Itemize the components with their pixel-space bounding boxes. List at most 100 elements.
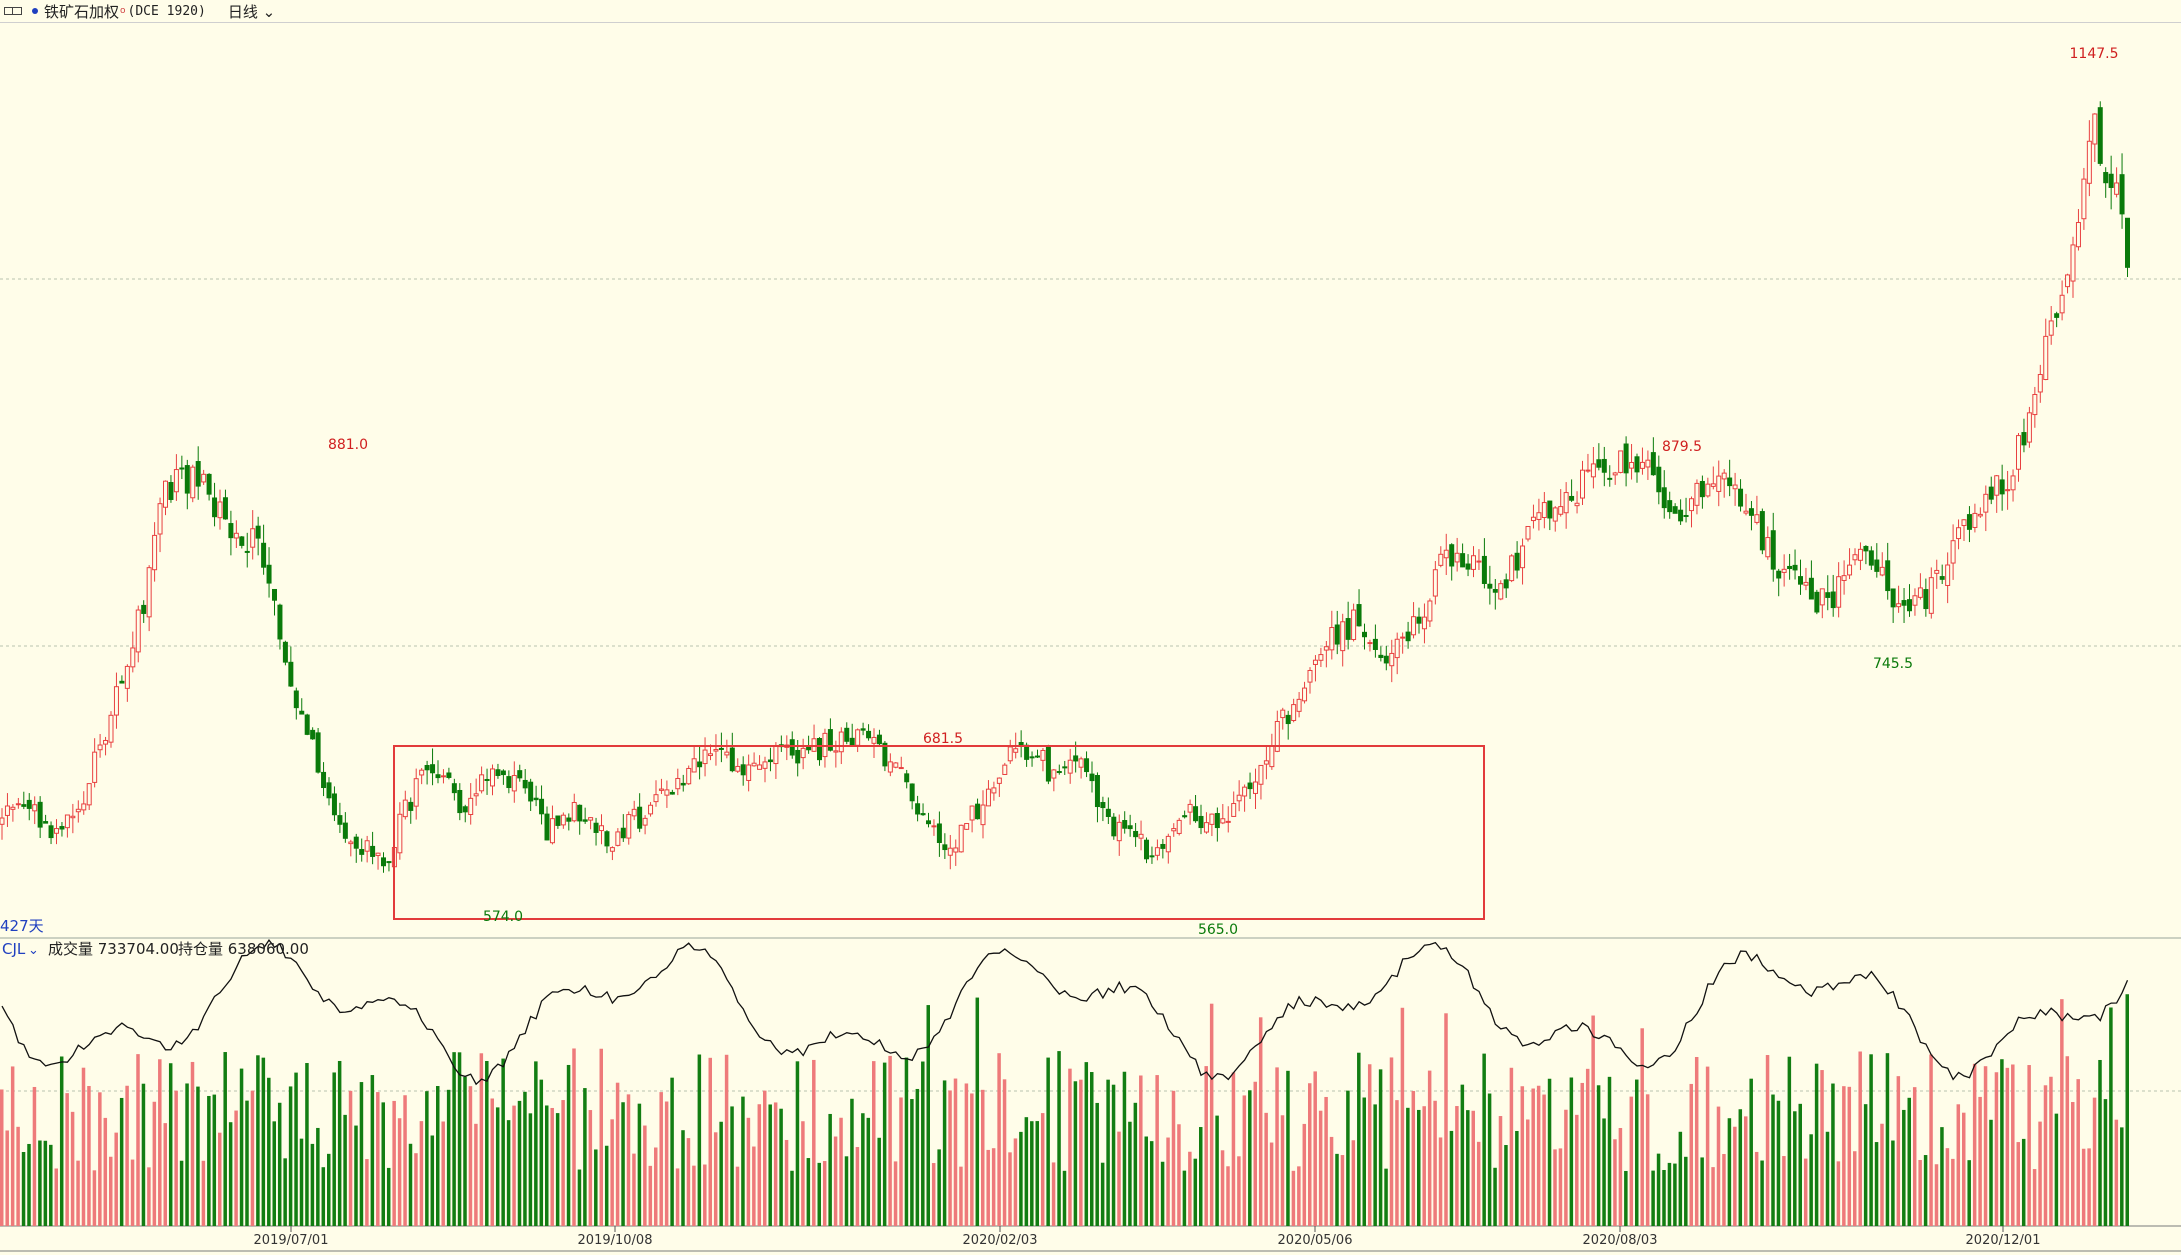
volume-bar — [1264, 1112, 1268, 1226]
volume-bar — [1242, 1095, 1247, 1226]
candle-body — [1852, 554, 1858, 561]
candle-body — [37, 801, 43, 828]
volume-bar — [1019, 1131, 1023, 1226]
volume-bar — [1422, 1106, 1426, 1226]
candle-body — [1176, 819, 1182, 834]
x-tick-label: 2020/08/03 — [1583, 1233, 1658, 1248]
candle-body — [800, 747, 806, 759]
volume-bar — [991, 1148, 996, 1226]
volume-bar — [1635, 1079, 1639, 1226]
volume-bar — [1934, 1164, 1939, 1226]
candle-body — [408, 801, 414, 811]
volume-bar — [27, 1143, 31, 1226]
volume-bar — [1090, 1072, 1094, 1226]
candle-body — [1318, 654, 1324, 661]
volume-bar — [1237, 1156, 1241, 1226]
candle-body — [1487, 583, 1493, 589]
volume-bar — [779, 1108, 783, 1226]
volume-bar — [1335, 1153, 1339, 1226]
volume-bar — [981, 1089, 985, 1226]
volume-bar — [2109, 1007, 2113, 1226]
candle-body — [817, 737, 822, 761]
volume-bar — [1711, 1167, 1715, 1226]
candle-body — [277, 604, 283, 640]
volume-bar — [1678, 1131, 1683, 1226]
candle-body — [1601, 458, 1607, 473]
candle-body — [1432, 569, 1438, 597]
volume-bar — [1787, 1056, 1792, 1226]
indicator-name[interactable]: CJL — [2, 940, 26, 958]
candle-body — [1007, 746, 1013, 762]
candle-body — [462, 806, 468, 813]
candle-body — [860, 728, 866, 731]
symbol-name[interactable]: 铁矿石加权 — [44, 2, 120, 21]
volume-bar — [1754, 1151, 1759, 1226]
volume-bar — [468, 1086, 473, 1226]
volume-bar — [561, 1100, 565, 1226]
candle-body — [1214, 813, 1220, 829]
candle-body — [1258, 764, 1264, 785]
candle-body — [691, 758, 697, 773]
volume-bar — [1280, 1115, 1285, 1226]
consolidation-range-box[interactable] — [393, 745, 1485, 920]
candle-body — [2081, 178, 2087, 220]
volume-bar — [1498, 1116, 1503, 1226]
volume-bar — [1727, 1118, 1732, 1226]
volume-bar — [76, 1160, 80, 1226]
candle-body — [2108, 173, 2114, 188]
volume-bar — [310, 1143, 315, 1226]
candle-body — [996, 777, 1002, 784]
candle-body — [1002, 764, 1008, 775]
candle-body — [1067, 759, 1073, 774]
volume-bar — [316, 1127, 320, 1226]
candle-body — [1187, 803, 1193, 813]
volume-bar — [506, 1120, 511, 1226]
volume-bar — [2087, 1148, 2091, 1226]
volume-bar — [446, 1089, 451, 1226]
candle-body — [1389, 652, 1395, 667]
volume-bar — [103, 1117, 108, 1226]
candle-body — [1416, 616, 1422, 624]
volume-bar — [256, 1055, 260, 1226]
period-selector[interactable]: 日线 ⌄ — [228, 1, 275, 22]
volume-bar — [152, 1101, 157, 1226]
candle-body — [157, 503, 163, 535]
volume-bar — [757, 1104, 762, 1226]
volume-bar — [784, 1139, 789, 1226]
volume-bar — [621, 1102, 625, 1226]
candle-body — [4, 805, 10, 816]
candle-body — [419, 769, 425, 776]
window-layout-icon[interactable] — [4, 7, 22, 15]
volume-bar — [1793, 1111, 1797, 1226]
volume-bar — [632, 1153, 636, 1226]
candle-body — [1209, 813, 1215, 825]
volume-bar — [98, 1092, 102, 1226]
candle-body — [1040, 749, 1046, 761]
candle-body — [609, 847, 615, 852]
volume-bar — [403, 1095, 407, 1226]
candle-body — [2032, 394, 2038, 416]
volume-bar — [1673, 1163, 1677, 1226]
candle-body — [1203, 822, 1209, 833]
candle-body — [130, 647, 136, 668]
indicator-chevron-down-icon[interactable]: ⌄ — [28, 943, 39, 958]
candle-body — [364, 840, 370, 852]
candle-body — [528, 781, 534, 802]
candle-body — [708, 753, 713, 757]
volume-bar — [610, 1119, 614, 1226]
volume-bar — [555, 1113, 560, 1226]
candle-body — [490, 768, 495, 787]
candle-body — [1062, 766, 1068, 769]
volume-bar — [1689, 1083, 1693, 1226]
volume-bar — [1384, 1168, 1388, 1226]
candle-body — [827, 729, 833, 751]
candle-body — [729, 747, 735, 772]
candle-body — [1089, 773, 1095, 782]
candle-body — [255, 525, 261, 539]
volume-bar — [1825, 1131, 1830, 1226]
volume-bar — [2125, 994, 2129, 1226]
x-tick-label: 2020/12/01 — [1966, 1233, 2041, 1248]
volume-bar — [1624, 1170, 1628, 1226]
volume-bar — [599, 1048, 603, 1226]
